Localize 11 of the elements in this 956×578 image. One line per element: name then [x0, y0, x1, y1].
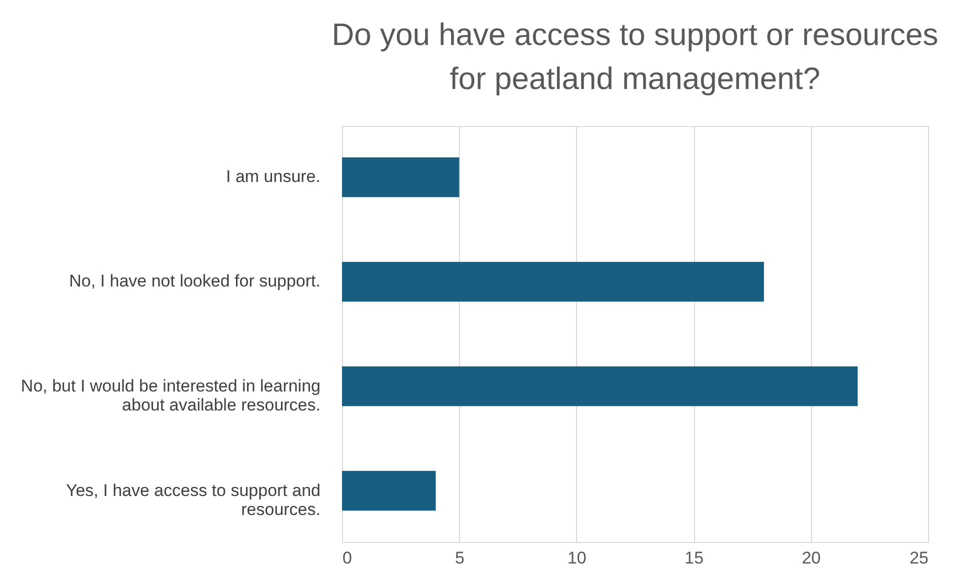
x-tick-label: 15: [684, 548, 704, 568]
x-tick-label: 10: [567, 548, 586, 568]
chart-title: Do you have access to support or resources for peatland management?: [332, 17, 938, 96]
x-tick-label: 0: [342, 548, 352, 568]
y-tick-label: No, but I would be interested in learning about available resources.: [20, 376, 320, 414]
x-tick-label: 25: [910, 548, 928, 568]
x-tick-label: 5: [454, 548, 464, 568]
y-tick-label: I am unsure.: [226, 167, 320, 186]
x-tick-label: 20: [802, 548, 821, 568]
y-tick-label: Yes, I have access to support and resources.: [66, 480, 320, 519]
y-tick-label: No, I have not looked for support.: [69, 272, 320, 291]
